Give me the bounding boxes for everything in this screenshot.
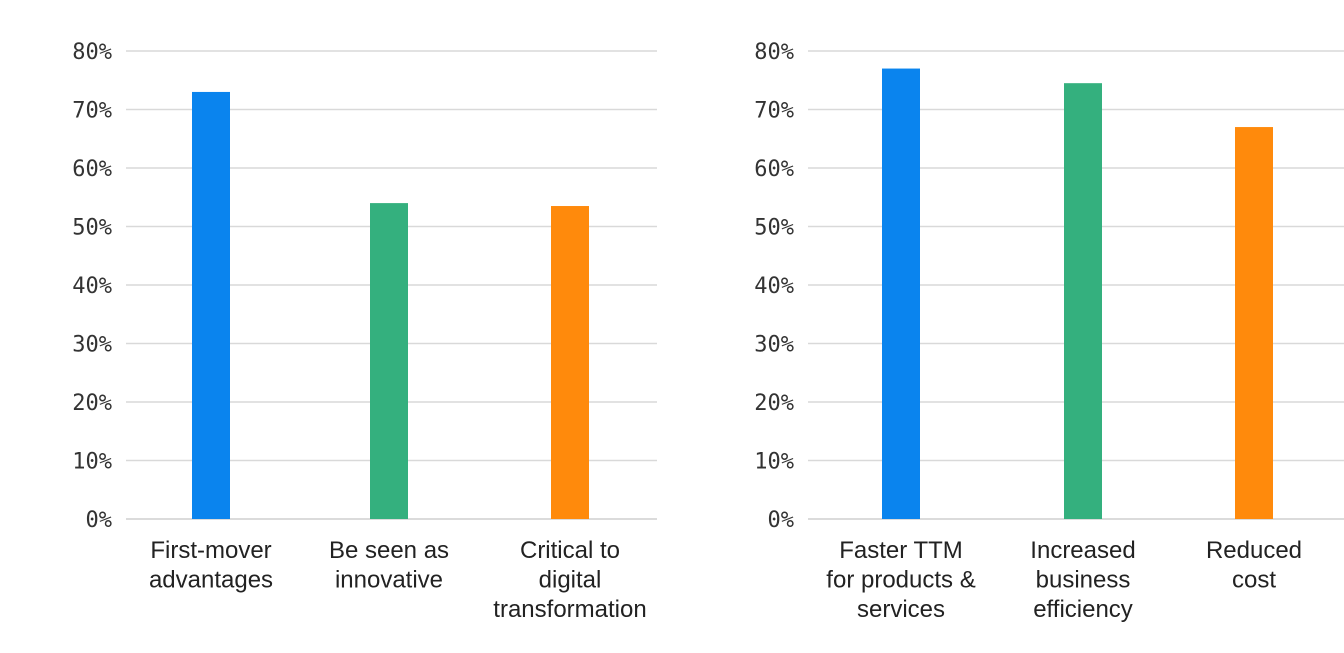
x-category-label: Reduced cost [1206,537,1302,594]
y-tick-label: 10% [72,450,112,475]
x-category-label: Be seen as innovative [329,537,449,594]
bar [882,68,920,520]
x-category-label: Increased business efficiency [1030,537,1135,623]
y-tick-label: 80% [72,40,112,65]
bar [551,206,589,519]
y-tick-label: 40% [754,274,794,299]
y-tick-label: 50% [754,216,794,241]
x-category-label: Faster TTM for products & services [826,537,975,623]
y-tick-label: 40% [72,274,112,299]
y-tick-label: 60% [72,157,112,182]
bar [1235,127,1273,520]
y-tick-label: 70% [754,99,794,124]
y-tick-label: 10% [754,450,794,475]
chart-right: 0% 10% 20% 30% 40% 50% 60% 70% 80% Faster TTM for … [754,40,1344,623]
x-category-label: Critical to digital transformation [493,537,646,623]
y-tick-label: 30% [754,333,794,358]
y-tick-label: 0% [768,508,795,533]
y-tick-label: 80% [754,40,794,65]
y-tick-label: 20% [72,391,112,416]
y-tick-label: 30% [72,333,112,358]
bar [370,203,408,519]
x-category-label: First-mover advantages [149,537,273,594]
y-tick-label: 70% [72,99,112,124]
y-tick-label: 0% [86,508,113,533]
y-tick-label: 60% [754,157,794,182]
chart-left: 0% 10% 20% 30% 40% 50% 60% 70% 80% First-mover adv… [72,40,657,623]
y-tick-label: 20% [754,391,794,416]
bar [1064,83,1102,520]
y-tick-label: 50% [72,216,112,241]
bar [192,91,230,519]
